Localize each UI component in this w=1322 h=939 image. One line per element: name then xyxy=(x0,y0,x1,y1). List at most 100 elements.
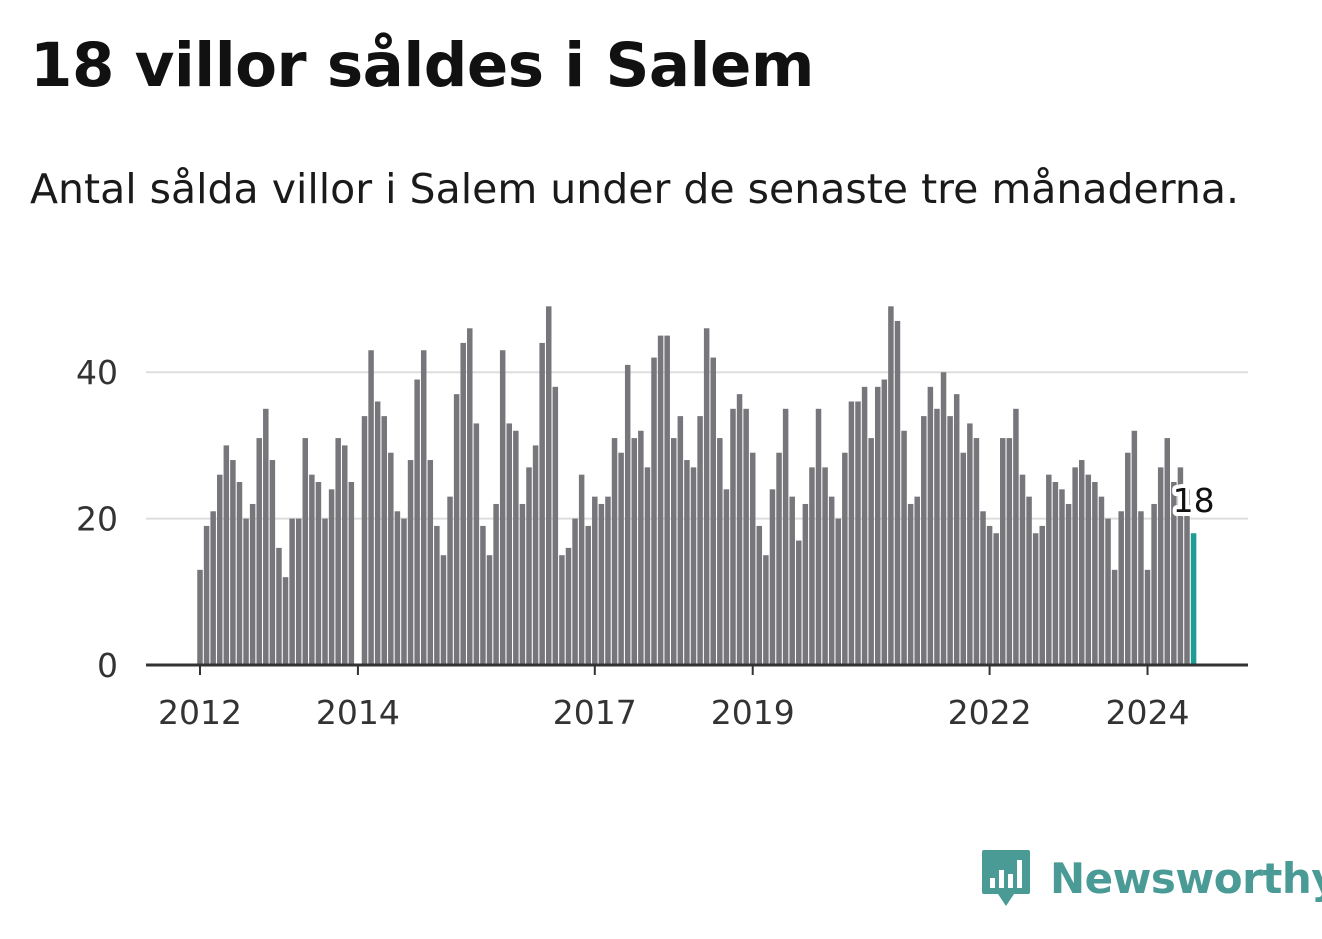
bar xyxy=(769,489,776,665)
x-tick-label-2022: 2022 xyxy=(948,693,1032,732)
bar xyxy=(447,496,453,665)
bar xyxy=(473,423,480,665)
bar xyxy=(269,460,276,665)
bar xyxy=(407,460,414,665)
bar xyxy=(815,408,822,665)
bar xyxy=(1013,408,1019,665)
bar xyxy=(374,401,381,665)
x-tick-label-2017: 2017 xyxy=(553,693,637,732)
bar xyxy=(1059,489,1065,665)
bar xyxy=(315,482,322,665)
bar xyxy=(203,525,210,665)
bar xyxy=(703,328,710,665)
bar xyxy=(881,379,888,665)
bar xyxy=(572,518,578,665)
bar xyxy=(1177,467,1184,665)
bar xyxy=(1125,452,1131,665)
bar xyxy=(664,335,670,665)
chart-title: 18 villor såldes i Salem xyxy=(30,30,814,101)
bar xyxy=(736,394,743,665)
bar xyxy=(710,357,716,665)
bar xyxy=(223,445,230,665)
bar xyxy=(868,438,874,665)
bar xyxy=(953,394,960,665)
highlight-value-label: 18 xyxy=(1173,481,1215,520)
bar xyxy=(671,438,677,665)
bar xyxy=(480,525,486,665)
bar xyxy=(322,518,328,665)
bar xyxy=(1144,569,1151,665)
bar xyxy=(342,445,348,665)
bar xyxy=(605,496,611,665)
brand-name: Newsworthy xyxy=(1050,853,1322,903)
bar xyxy=(328,489,335,665)
bar xyxy=(914,496,920,665)
bar xyxy=(394,511,401,665)
bar xyxy=(717,438,723,665)
bar xyxy=(822,467,828,665)
bar xyxy=(756,525,763,665)
bar xyxy=(236,482,243,665)
bar xyxy=(1032,533,1039,665)
bar xyxy=(677,416,684,665)
bar xyxy=(1118,511,1124,665)
bar xyxy=(749,452,756,665)
bar xyxy=(631,438,638,665)
bar xyxy=(545,306,552,665)
bar xyxy=(453,394,460,665)
bar xyxy=(388,452,394,665)
bar xyxy=(1164,438,1171,665)
bar xyxy=(828,496,835,665)
bar xyxy=(216,474,223,665)
bar xyxy=(335,438,341,665)
bar xyxy=(776,452,782,665)
bar xyxy=(1019,474,1026,665)
bar xyxy=(282,577,289,665)
bar xyxy=(493,503,499,665)
bar xyxy=(434,525,440,665)
bar xyxy=(848,401,855,665)
bar xyxy=(414,379,420,665)
bar xyxy=(552,386,559,665)
bar xyxy=(855,401,861,665)
bar xyxy=(657,335,664,665)
bar xyxy=(690,467,697,665)
bar xyxy=(927,386,934,665)
bar xyxy=(197,569,203,665)
bar xyxy=(1026,496,1032,665)
bar-highlight xyxy=(1190,533,1197,665)
newsworthy-bar-chart-speech-icon xyxy=(982,850,1030,906)
bar xyxy=(1184,489,1190,665)
bar xyxy=(460,342,466,665)
bar xyxy=(592,496,598,665)
bar xyxy=(467,328,473,665)
bar xyxy=(1039,525,1045,665)
bar xyxy=(973,438,980,665)
newsworthy-logo: Newsworthy xyxy=(980,846,1322,910)
bar xyxy=(1006,438,1013,665)
x-axis: 2012 2014 2017 2019 2022 2024 xyxy=(146,663,1248,732)
bar xyxy=(1000,438,1006,665)
bar xyxy=(243,518,249,665)
bar xyxy=(1138,511,1144,665)
bar xyxy=(743,408,749,665)
bar xyxy=(1092,482,1098,665)
bar xyxy=(519,503,526,665)
bar xyxy=(894,320,901,665)
bar xyxy=(263,408,269,665)
bar xyxy=(1065,503,1072,665)
bar xyxy=(526,467,532,665)
bar xyxy=(986,525,993,665)
bar xyxy=(1151,503,1157,665)
bar xyxy=(368,350,374,665)
bar xyxy=(276,547,282,665)
x-tick-label-2024: 2024 xyxy=(1106,693,1190,732)
bar xyxy=(782,408,789,665)
bar xyxy=(921,416,927,665)
y-tick-label-40: 40 xyxy=(76,353,118,392)
bar xyxy=(486,555,493,665)
bar xyxy=(1085,474,1092,665)
value-label-halo: 18 xyxy=(1173,481,1215,520)
bar xyxy=(611,438,618,665)
